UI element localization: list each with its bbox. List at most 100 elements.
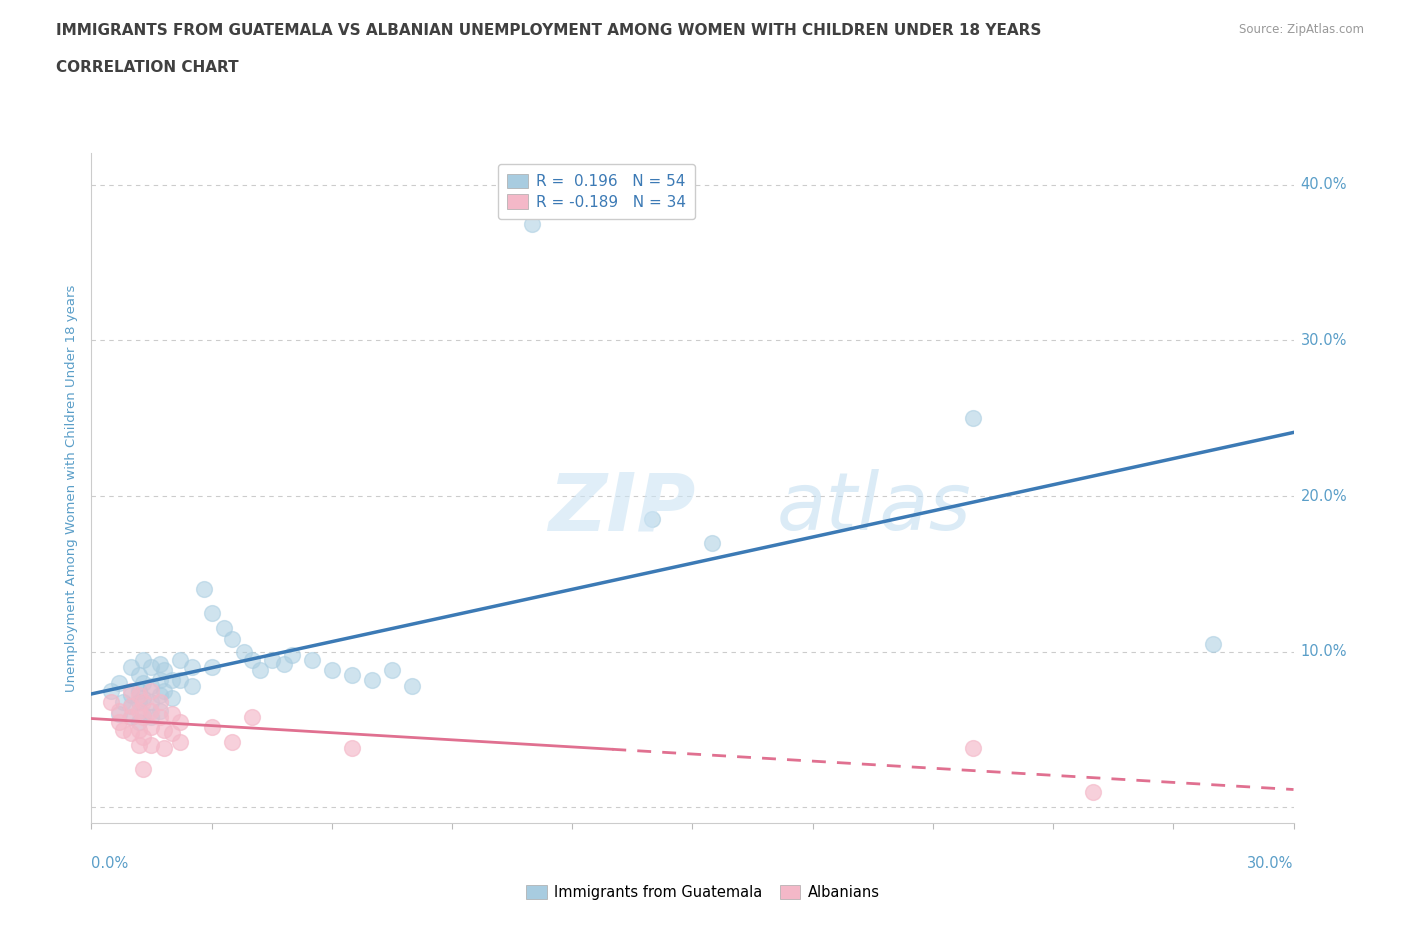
Point [381, 663, 404, 678]
Point [121, 688, 143, 703]
Point [108, 707, 131, 722]
Text: Source: ZipAtlas.com: Source: ZipAtlas.com [1239, 23, 1364, 36]
Text: IMMIGRANTS FROM GUATEMALA VS ALBANIAN UNEMPLOYMENT AMONG WOMEN WITH CHILDREN UND: IMMIGRANTS FROM GUATEMALA VS ALBANIAN UN… [56, 23, 1042, 38]
Point [141, 694, 163, 709]
Point [169, 735, 191, 750]
Point [132, 761, 155, 776]
Point [128, 703, 150, 718]
Point [132, 652, 155, 667]
Point [240, 652, 263, 667]
Point [141, 710, 163, 724]
Point [201, 605, 224, 620]
Point [132, 694, 155, 709]
Legend: R =  0.196   N = 54, R = -0.189   N = 34: R = 0.196 N = 54, R = -0.189 N = 34 [498, 165, 695, 219]
Point [160, 672, 183, 687]
Point [273, 657, 295, 671]
Text: atlas: atlas [776, 470, 972, 548]
Point [962, 411, 984, 426]
Point [121, 710, 143, 724]
Point [128, 668, 150, 683]
Point [148, 703, 170, 718]
Point [301, 652, 323, 667]
Point [128, 688, 150, 703]
Point [260, 652, 283, 667]
Point [100, 684, 122, 698]
Point [169, 672, 191, 687]
Point [148, 672, 170, 687]
Point [128, 723, 150, 737]
Point [193, 582, 215, 597]
Point [160, 725, 183, 740]
Point [169, 714, 191, 729]
Point [148, 710, 170, 724]
Point [121, 698, 143, 713]
Point [221, 631, 243, 646]
Point [128, 714, 150, 729]
Point [169, 652, 191, 667]
Text: 40.0%: 40.0% [1301, 177, 1347, 193]
Text: ZIP: ZIP [548, 470, 696, 548]
Point [108, 675, 131, 690]
Y-axis label: Unemployment Among Women with Children Under 18 years: Unemployment Among Women with Children U… [65, 285, 79, 692]
Point [148, 688, 170, 703]
Point [141, 684, 163, 698]
Point [148, 694, 170, 709]
Point [249, 663, 271, 678]
Point [401, 679, 423, 694]
Point [702, 536, 724, 551]
Point [112, 723, 135, 737]
Text: 0.0%: 0.0% [91, 856, 128, 870]
Point [212, 621, 235, 636]
Point [121, 684, 143, 698]
Point [100, 694, 122, 709]
Point [132, 730, 155, 745]
Point [180, 679, 202, 694]
Point [148, 657, 170, 671]
Point [141, 679, 163, 694]
Point [121, 660, 143, 675]
Point [108, 703, 131, 718]
Point [360, 672, 382, 687]
Point [152, 684, 174, 698]
Point [108, 714, 131, 729]
Point [180, 660, 202, 675]
Point [141, 660, 163, 675]
Point [128, 737, 150, 752]
Point [962, 741, 984, 756]
Point [132, 691, 155, 706]
Point [112, 694, 135, 709]
Text: CORRELATION CHART: CORRELATION CHART [56, 60, 239, 75]
Point [1083, 785, 1105, 800]
Point [152, 723, 174, 737]
Point [160, 707, 183, 722]
Point [141, 719, 163, 734]
Point [152, 663, 174, 678]
Point [232, 644, 254, 659]
Legend: Immigrants from Guatemala, Albanians: Immigrants from Guatemala, Albanians [520, 879, 886, 906]
Point [641, 512, 664, 526]
Point [1202, 636, 1225, 651]
Point [121, 725, 143, 740]
Point [340, 741, 363, 756]
Text: 20.0%: 20.0% [1301, 488, 1347, 503]
Text: 30.0%: 30.0% [1301, 333, 1347, 348]
Point [152, 741, 174, 756]
Point [522, 216, 544, 231]
Point [201, 660, 224, 675]
Point [201, 719, 224, 734]
Point [141, 703, 163, 718]
Point [321, 663, 343, 678]
Point [132, 675, 155, 690]
Point [240, 710, 263, 724]
Point [121, 698, 143, 713]
Point [128, 694, 150, 709]
Point [281, 647, 304, 662]
Point [221, 735, 243, 750]
Point [160, 691, 183, 706]
Point [132, 707, 155, 722]
Point [128, 684, 150, 698]
Text: 30.0%: 30.0% [1247, 856, 1294, 870]
Point [340, 668, 363, 683]
Point [141, 737, 163, 752]
Text: 10.0%: 10.0% [1301, 644, 1347, 659]
